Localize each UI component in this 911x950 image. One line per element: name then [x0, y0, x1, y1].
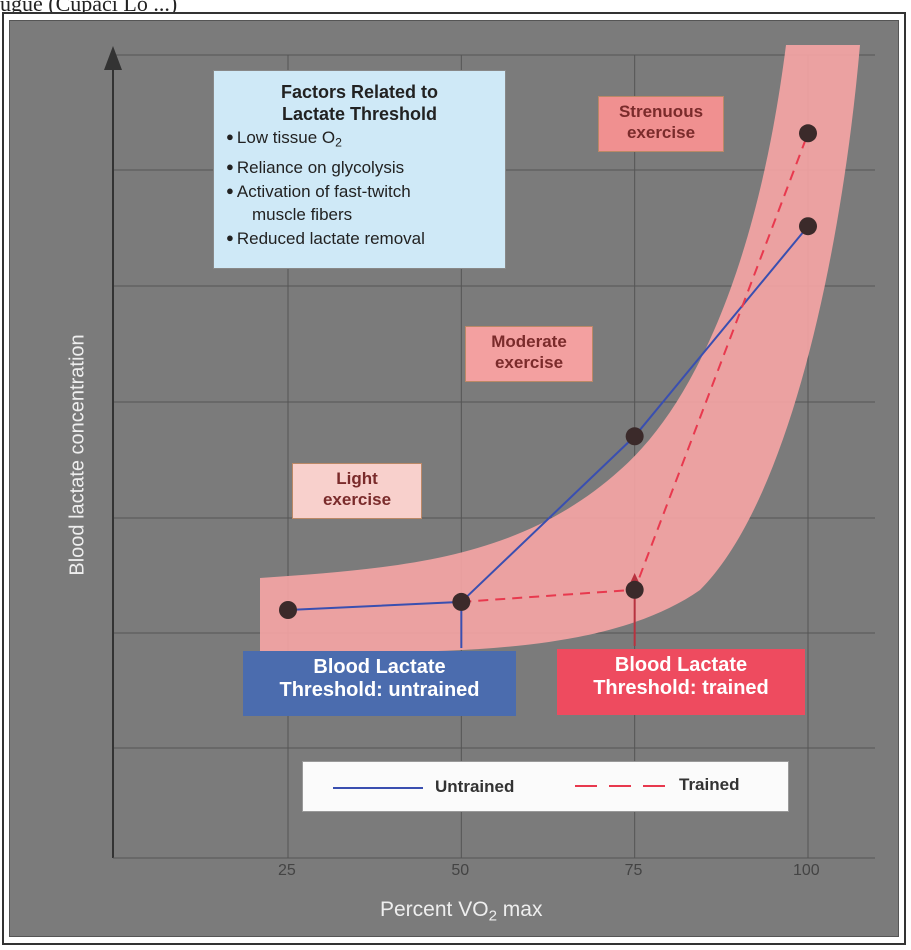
legend-trained-label: Trained: [679, 775, 740, 794]
x-axis-label-o: O: [472, 898, 489, 921]
bullet-icon: ●: [226, 182, 234, 198]
factors-title-line1: Factors Related to: [280, 82, 439, 102]
zone-light-line2: exercise: [322, 490, 392, 509]
zone-moderate-label: Moderate exercise: [465, 326, 593, 382]
factor-item: ● Activation of fast-twitch: [226, 179, 493, 203]
data-point-untrained: [452, 592, 471, 611]
factor-item: ● Reduced lactate removal: [226, 226, 493, 250]
x-tick-label: 25: [278, 862, 296, 879]
threshold-trained-line2: Threshold: trained: [593, 677, 769, 699]
bullet-icon: ●: [226, 158, 234, 174]
bullet-icon: ●: [226, 129, 234, 144]
factor-item: muscle fibers: [226, 203, 493, 226]
data-point-untrained: [279, 601, 297, 619]
data-point-untrained: [799, 217, 817, 236]
factor-item: ● Reliance on glycolysis: [226, 155, 493, 179]
x-tick-label: 100: [793, 862, 820, 879]
threshold-trained-label: Blood Lactate Threshold: trained: [557, 649, 805, 715]
zone-strenuous-line1: Strenuous: [618, 102, 704, 121]
chart-legend: Untrained Trained: [302, 761, 789, 812]
factor-item: ● Low tissue O2: [226, 125, 493, 155]
factor-text: muscle fibers: [252, 204, 353, 224]
zone-light-line1: Light: [336, 469, 378, 488]
threshold-untrained-line2: Threshold: untrained: [279, 679, 480, 701]
x-axis-label-subscript: 2: [488, 907, 497, 925]
factor-text: Activation of fast-twitch: [236, 181, 411, 201]
data-point-trained: [799, 124, 817, 143]
x-tick-label: 75: [624, 862, 643, 879]
threshold-untrained-label: Blood Lactate Threshold: untrained: [243, 651, 516, 716]
factor-subscript: 2: [335, 135, 342, 150]
x-axis-label: Percent VO2 max: [380, 898, 542, 925]
factors-title-line2: Lactate Threshold: [281, 104, 438, 124]
factor-text: Reduced lactate removal: [236, 228, 425, 248]
points-layer: [279, 124, 817, 619]
series-line-untrained: [287, 225, 809, 611]
zone-strenuous-label: Strenuous exercise: [598, 96, 724, 152]
legend-trained-swatch: [575, 785, 671, 787]
bullet-icon: ●: [226, 229, 234, 245]
legend-untrained-swatch: [333, 787, 423, 789]
data-point-trained: [625, 580, 644, 599]
threshold-trained-line1: Blood Lactate: [614, 654, 748, 676]
factors-box: Factors Related to Lactate Threshold ● Lo…: [213, 70, 506, 269]
zone-light-label: Light exercise: [292, 463, 422, 519]
zone-strenuous-line2: exercise: [626, 123, 696, 142]
factor-text: Low tissue O: [236, 128, 336, 147]
factors-list: ● Low tissue O2 ● Reliance on glycolysis ● Ac…: [226, 125, 493, 250]
factor-text: Reliance on glycolysis: [236, 157, 405, 177]
zone-moderate-line2: exercise: [494, 353, 564, 372]
threshold-untrained-line1: Blood Lactate: [313, 656, 446, 678]
y-axis-label: Blood lactate concentration: [66, 334, 89, 576]
x-axis-label-main: Percent V: [380, 898, 473, 921]
data-point-untrained: [625, 427, 644, 446]
y-axis-arrow-icon: [104, 46, 122, 70]
chart-axes: [104, 46, 875, 859]
exercise-intensity-band: [260, 45, 860, 653]
x-tick-label: 50: [451, 862, 470, 879]
x-axis-label-suffix: max: [496, 898, 543, 921]
zone-moderate-line1: Moderate: [491, 332, 567, 351]
legend-untrained-label: Untrained: [435, 777, 515, 796]
factors-title: Factors Related to Lactate Threshold: [226, 81, 493, 125]
